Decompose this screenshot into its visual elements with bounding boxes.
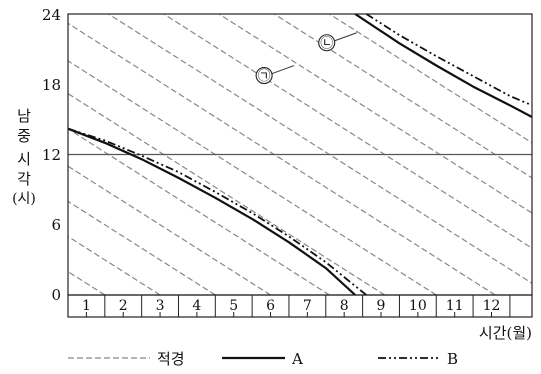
x-tick-label: 8 — [340, 298, 349, 314]
y-tick-label: 6 — [51, 216, 61, 234]
legend-label: A — [291, 350, 303, 368]
x-tick-label: 11 — [446, 298, 464, 314]
annotation-circle — [318, 34, 336, 52]
x-axis-month-strip: 1 2 3 4 5 6 7 8 9 10 11 12 — [67, 294, 533, 318]
x-tick-label: 7 — [303, 298, 312, 314]
series-jeokgyeong-line — [329, 14, 532, 144]
series-A-curve — [354, 14, 532, 118]
x-tick-label: 2 — [119, 298, 128, 314]
annotation-circle — [255, 66, 273, 85]
y-tick-labels: 0 6 12 18 24 — [42, 6, 61, 304]
y-tick-label: 18 — [42, 76, 61, 94]
legend-label: B — [447, 350, 458, 368]
series-B-curve — [68, 127, 367, 295]
annotation-giyeok: ㉠ — [255, 65, 295, 85]
month-ticks — [85, 295, 511, 317]
x-tick-label: 6 — [266, 298, 275, 314]
month-strip-frame — [67, 294, 533, 318]
y-axis-title: 남 중 시 각 (시) — [12, 107, 36, 207]
legend-item-jeokgyeong: 적경 — [68, 350, 185, 368]
legend: 적경 A B — [68, 350, 458, 368]
month-labels: 1 2 3 4 5 6 7 8 9 10 11 12 — [82, 298, 500, 314]
x-tick-label: 3 — [156, 298, 165, 314]
x-tick-label: 9 — [377, 298, 386, 314]
y-axis-title-line: 시 — [17, 150, 31, 168]
x-tick-label: 1 — [82, 298, 91, 314]
y-tick-label: 0 — [51, 286, 61, 304]
series-lines — [68, 14, 532, 295]
x-tick-label: 10 — [409, 298, 427, 314]
annotations: ㉠ ㉡ — [255, 32, 357, 85]
x-tick-label: 4 — [192, 298, 201, 314]
x-tick-label: 5 — [229, 298, 238, 314]
y-tick-label: 24 — [42, 6, 61, 24]
annotation-nieun: ㉡ — [318, 32, 357, 52]
annotation-label: ㉡ — [320, 36, 333, 51]
annotation-leader — [271, 65, 295, 75]
legend-label: 적경 — [157, 350, 185, 368]
y-axis-title-line: 남 — [17, 107, 31, 125]
annotation-label: ㉠ — [258, 69, 271, 84]
y-axis-title-line: 각 — [17, 170, 31, 188]
annotation-leader — [334, 32, 357, 42]
legend-item-B: B — [378, 350, 458, 368]
series-A-curve — [68, 127, 356, 295]
legend-item-A: A — [222, 350, 303, 368]
x-axis-title: 시간(월) — [479, 324, 532, 342]
y-axis-title-line: 중 — [17, 127, 31, 145]
series-B-curve — [365, 14, 532, 107]
y-axis-title-line: (시) — [12, 191, 36, 207]
y-tick-label: 12 — [42, 146, 61, 164]
x-tick-label: 12 — [483, 298, 501, 314]
